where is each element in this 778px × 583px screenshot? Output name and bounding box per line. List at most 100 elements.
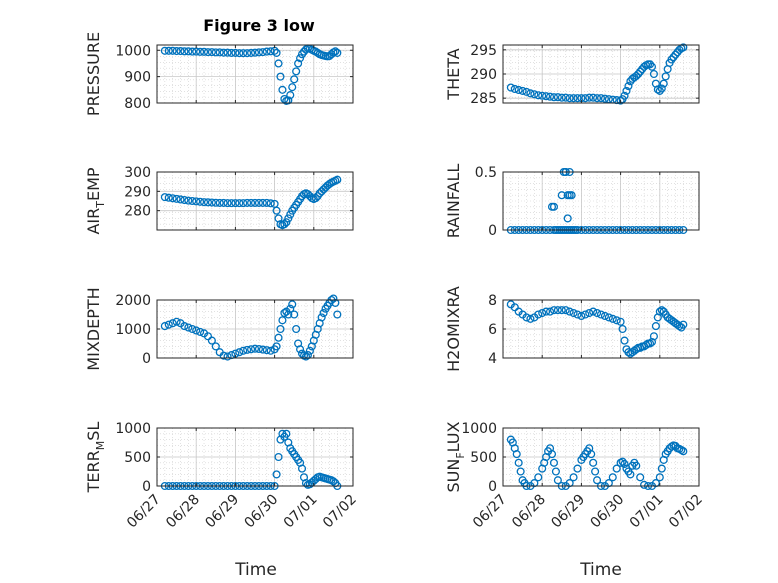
data-point	[608, 473, 617, 482]
data-point	[254, 344, 263, 354]
data-point	[211, 48, 220, 57]
data-point	[203, 48, 213, 57]
data-point	[247, 345, 256, 354]
data-point	[667, 55, 676, 64]
data-point	[278, 316, 287, 325]
y-axis-label-main: SUN	[444, 459, 463, 493]
data-point	[301, 352, 311, 361]
data-point	[645, 339, 655, 348]
data-point	[675, 322, 684, 331]
data-point	[563, 214, 572, 223]
data-point	[620, 336, 629, 345]
y-tick-label: 500	[124, 450, 151, 466]
data-point	[215, 198, 224, 207]
data-point	[192, 326, 201, 335]
data-point	[632, 461, 641, 470]
data-points	[160, 294, 342, 361]
data-point	[542, 307, 551, 316]
y-axis-label: H2OMIXRA	[444, 286, 463, 372]
y-tick-label: 300	[124, 165, 151, 181]
data-point	[223, 199, 232, 208]
data-point	[589, 458, 598, 467]
data-point	[282, 218, 291, 227]
data-point	[184, 196, 193, 205]
data-point	[557, 93, 566, 102]
data-point	[272, 206, 281, 215]
data-point	[329, 477, 338, 486]
data-point	[549, 458, 559, 467]
data-point	[188, 47, 197, 56]
data-point	[180, 47, 189, 56]
data-point	[618, 457, 627, 466]
data-point	[557, 191, 566, 200]
data-point	[585, 93, 594, 102]
data-point	[600, 94, 609, 103]
y-axis-label-main: PRESSURE	[84, 32, 103, 116]
data-point	[596, 94, 606, 103]
data-point	[655, 473, 664, 482]
data-point	[164, 193, 173, 202]
y-tick-label: 2000	[115, 293, 151, 309]
data-point	[239, 346, 248, 355]
data-point	[679, 447, 688, 456]
data-point	[616, 96, 625, 105]
data-point	[160, 193, 169, 202]
data-point	[180, 195, 189, 205]
data-point	[266, 199, 275, 208]
data-point	[620, 459, 629, 469]
data-point	[567, 191, 576, 200]
data-point	[168, 319, 177, 328]
data-point	[561, 306, 570, 315]
data-point	[526, 89, 535, 98]
data-point	[589, 307, 598, 316]
y-axis-label: THETA	[444, 48, 463, 100]
data-point	[227, 48, 236, 57]
data-point	[235, 199, 244, 208]
data-point	[272, 470, 281, 479]
data-point	[280, 308, 289, 318]
data-point	[280, 94, 289, 104]
y-tick-label: 1000	[461, 421, 497, 437]
data-point	[164, 320, 173, 329]
data-point	[278, 85, 287, 94]
data-point	[254, 48, 263, 57]
data-point	[180, 322, 189, 331]
data-point	[565, 94, 574, 103]
data-point	[593, 94, 602, 103]
data-point	[290, 310, 299, 319]
data-point	[645, 60, 655, 69]
data-point	[266, 346, 275, 355]
data-point	[296, 345, 305, 354]
data-point	[243, 49, 252, 58]
data-point	[282, 429, 291, 438]
data-point	[199, 47, 209, 56]
data-point	[577, 311, 586, 321]
y-axis-label: RAINFALL	[444, 164, 463, 239]
data-point	[196, 327, 205, 336]
data-point	[250, 198, 260, 207]
data-point	[250, 344, 260, 353]
data-point	[211, 342, 220, 351]
data-point	[329, 294, 338, 303]
data-point	[593, 308, 602, 318]
data-point	[272, 48, 281, 57]
data-point	[587, 450, 596, 459]
data-point	[581, 310, 590, 319]
y-tick-label: 500	[470, 450, 497, 466]
data-point	[553, 476, 562, 485]
y-tick-label: 800	[124, 96, 151, 112]
data-point	[545, 307, 555, 316]
minor-grid	[156, 427, 354, 487]
y-tick-label: 900	[124, 70, 151, 86]
data-point	[172, 317, 181, 326]
data-point	[549, 202, 559, 211]
data-point	[274, 452, 283, 462]
data-point	[561, 93, 570, 102]
data-point	[292, 324, 301, 334]
data-point	[243, 345, 252, 354]
data-point	[168, 194, 177, 203]
data-point	[679, 320, 688, 329]
data-point	[207, 198, 216, 207]
data-point	[331, 47, 340, 56]
